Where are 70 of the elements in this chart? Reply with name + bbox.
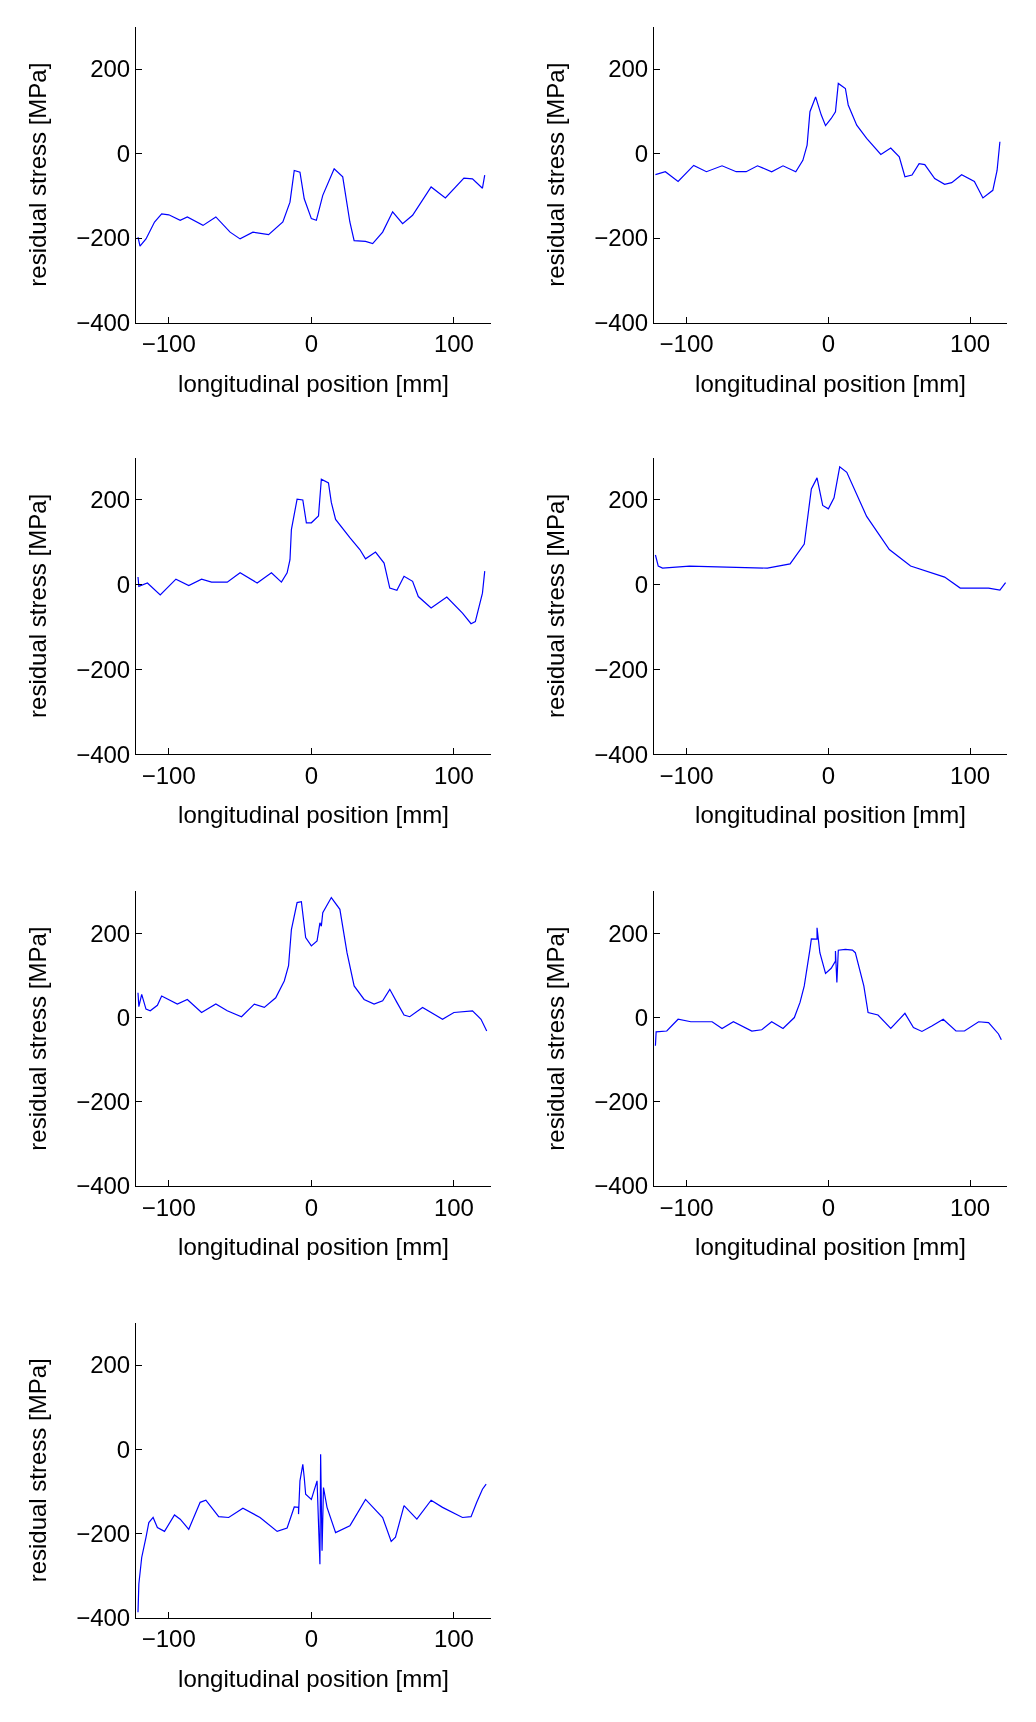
y-tick-label: −400 — [76, 1172, 131, 1200]
line-series — [137, 478, 486, 625]
x-tick-label: −100 — [659, 762, 714, 790]
line-series — [137, 1453, 487, 1613]
x-axis-title: longitudinal position [mm] — [695, 1233, 966, 1261]
x-tick-label: 0 — [821, 330, 836, 358]
y-tick-label: −200 — [594, 224, 649, 252]
y-tick-label: −400 — [76, 740, 131, 768]
y-tick-label: 200 — [90, 486, 131, 514]
x-tick-label: −100 — [659, 1193, 714, 1221]
y-tick-label: 200 — [90, 919, 131, 947]
x-tick-label: 100 — [433, 1193, 474, 1221]
x-axis-title: longitudinal position [mm] — [178, 801, 449, 829]
x-tick-label: −100 — [141, 762, 196, 790]
y-tick-label: 0 — [116, 139, 131, 167]
y-axis-title: residual stress [MPa] — [24, 1358, 52, 1583]
line-series — [654, 82, 1001, 199]
y-axis-title: residual stress [MPa] — [24, 493, 52, 718]
y-tick-label: −200 — [76, 655, 131, 683]
x-tick-label: 100 — [433, 330, 474, 358]
x-tick-label: 100 — [433, 1625, 474, 1653]
y-tick-label: −200 — [76, 1519, 131, 1547]
y-tick-label: 200 — [90, 1351, 131, 1379]
y-tick-label: −400 — [76, 1604, 131, 1632]
y-tick-label: 0 — [634, 1003, 649, 1031]
x-tick-label: 100 — [950, 762, 991, 790]
x-axis-title: longitudinal position [mm] — [178, 1233, 449, 1261]
y-tick-label: −400 — [594, 308, 649, 336]
y-tick-label: −200 — [594, 655, 649, 683]
x-axis-title: longitudinal position [mm] — [178, 369, 449, 397]
y-tick-label: 200 — [608, 486, 649, 514]
x-tick-label: 0 — [304, 762, 319, 790]
x-tick-label: 0 — [304, 1193, 319, 1221]
y-tick-label: −400 — [76, 308, 131, 336]
line-series — [654, 466, 1007, 591]
x-tick-label: 0 — [821, 762, 836, 790]
y-tick-label: −200 — [594, 1088, 649, 1116]
x-tick-label: 100 — [433, 762, 474, 790]
y-tick-label: 0 — [116, 1003, 131, 1031]
y-axis-title: residual stress [MPa] — [24, 62, 52, 287]
y-axis-title: residual stress [MPa] — [542, 493, 570, 718]
y-tick-label: −400 — [594, 1172, 649, 1200]
x-tick-label: 100 — [950, 1193, 991, 1221]
x-tick-label: 0 — [821, 1193, 836, 1221]
y-tick-label: −200 — [76, 224, 131, 252]
x-axis-title: longitudinal position [mm] — [695, 369, 966, 397]
y-tick-label: −400 — [594, 740, 649, 768]
x-tick-label: −100 — [141, 330, 196, 358]
y-axis-title: residual stress [MPa] — [24, 926, 52, 1151]
y-tick-label: 0 — [634, 139, 649, 167]
y-tick-label: 0 — [634, 571, 649, 599]
y-tick-label: −200 — [76, 1088, 131, 1116]
x-tick-label: 0 — [304, 1625, 319, 1653]
x-tick-label: −100 — [659, 330, 714, 358]
line-series — [137, 168, 486, 247]
x-axis-title: longitudinal position [mm] — [178, 1664, 449, 1692]
x-tick-label: −100 — [141, 1193, 196, 1221]
y-axis-title: residual stress [MPa] — [542, 926, 570, 1151]
y-tick-label: 0 — [116, 1435, 131, 1463]
y-tick-label: 200 — [90, 55, 131, 83]
x-tick-label: 0 — [304, 330, 319, 358]
line-series — [654, 927, 1002, 1047]
x-tick-label: 100 — [950, 330, 991, 358]
y-axis-title: residual stress [MPa] — [542, 62, 570, 287]
y-tick-label: 0 — [116, 571, 131, 599]
x-tick-label: −100 — [141, 1625, 196, 1653]
y-tick-label: 200 — [608, 55, 649, 83]
y-tick-label: 200 — [608, 919, 649, 947]
line-series — [137, 896, 488, 1032]
x-axis-title: longitudinal position [mm] — [695, 801, 966, 829]
